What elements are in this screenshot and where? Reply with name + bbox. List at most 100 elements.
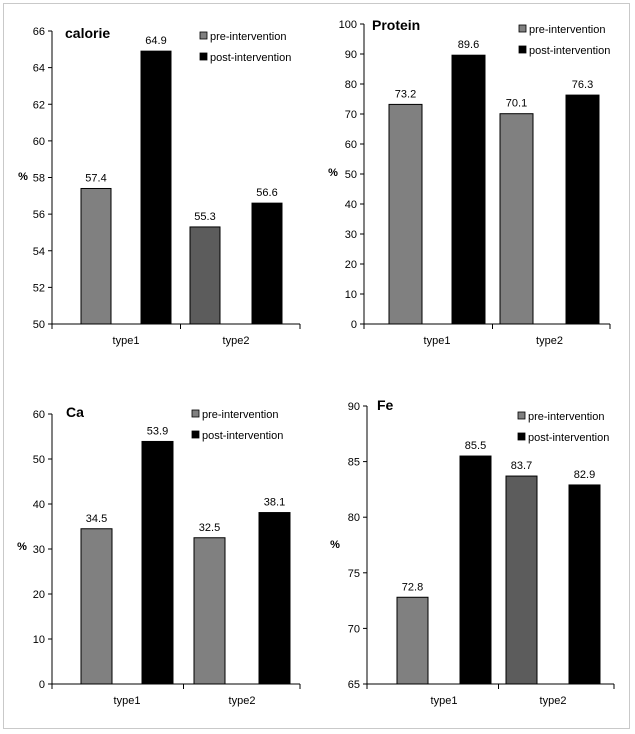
y-tick-label: 58 xyxy=(33,173,45,185)
data-label: 56.6 xyxy=(256,187,277,199)
data-label: 70.1 xyxy=(506,98,527,110)
legend-label: post-intervention xyxy=(202,430,283,442)
legend-swatch xyxy=(517,432,526,441)
legend-swatch xyxy=(191,430,200,439)
y-tick-label: 52 xyxy=(33,282,45,294)
data-label: 73.2 xyxy=(395,88,416,100)
legend-swatch xyxy=(199,52,208,61)
y-tick-label: 85 xyxy=(348,457,360,469)
y-tick-label: 60 xyxy=(33,409,45,421)
bar-post-type2 xyxy=(568,484,601,685)
chart-title: calorie xyxy=(65,25,110,41)
legend-swatch xyxy=(518,45,527,54)
y-tick-label: 90 xyxy=(348,401,360,413)
y-tick-label: 100 xyxy=(339,19,357,31)
y-tick-label: 50 xyxy=(33,319,45,331)
chart-title: Ca xyxy=(66,404,84,420)
y-tick-label: 50 xyxy=(345,169,357,181)
y-tick-label: 0 xyxy=(39,679,45,691)
legend-label: post-intervention xyxy=(528,432,609,444)
legend-swatch xyxy=(517,411,526,420)
y-tick-label: 60 xyxy=(33,136,45,148)
y-tick-label: 66 xyxy=(33,26,45,38)
chart-2: 0 10 20 30 40 50 60 70 80 90 100 73.2 89.6 type1 70.1 7… xyxy=(328,17,611,347)
bar-post-type2 xyxy=(251,202,283,325)
y-axis-label: % xyxy=(18,171,28,183)
bar-post-type1 xyxy=(459,455,492,685)
y-tick-label: 10 xyxy=(33,634,45,646)
bar-post-type1 xyxy=(451,54,486,325)
data-label: 38.1 xyxy=(264,497,285,509)
y-tick-label: 20 xyxy=(33,589,45,601)
y-tick-label: 50 xyxy=(33,454,45,466)
bar-post-type1 xyxy=(141,440,174,685)
bar-pre-type1 xyxy=(396,596,429,685)
bar-pre-type1 xyxy=(388,103,423,325)
legend-label: post-intervention xyxy=(210,52,291,64)
chart-1: 50 52 54 56 58 60 62 64 66 57.4 64.9 type1 55.3 56.6 t… xyxy=(18,25,301,347)
y-tick-label: 56 xyxy=(33,209,45,221)
y-tick-label: 0 xyxy=(351,319,357,331)
data-label: 83.7 xyxy=(511,460,532,472)
legend-swatch xyxy=(191,409,200,418)
y-tick-label: 65 xyxy=(348,679,360,691)
y-tick-label: 80 xyxy=(345,79,357,91)
data-label: 72.8 xyxy=(402,581,423,593)
bar-pre-type2 xyxy=(499,113,534,325)
figure-frame xyxy=(3,3,630,729)
chart-title: Fe xyxy=(377,397,394,413)
y-tick-label: 60 xyxy=(345,139,357,151)
bar-pre-type2 xyxy=(189,226,221,325)
bar-pre-type1 xyxy=(80,187,112,325)
y-tick-label: 80 xyxy=(348,512,360,524)
y-tick-label: 40 xyxy=(33,499,45,511)
y-tick-label: 30 xyxy=(345,229,357,241)
category-label: type2 xyxy=(229,695,256,707)
y-tick-label: 40 xyxy=(345,199,357,211)
data-label: 57.4 xyxy=(85,172,106,184)
y-axis-label: % xyxy=(330,539,340,551)
data-label: 55.3 xyxy=(194,211,215,223)
data-label: 34.5 xyxy=(86,513,107,525)
y-tick-label: 90 xyxy=(345,49,357,61)
category-label: type2 xyxy=(540,695,567,707)
legend-label: pre-intervention xyxy=(210,31,286,43)
legend-label: post-intervention xyxy=(529,45,610,57)
data-label: 32.5 xyxy=(199,522,220,534)
legend-label: pre-intervention xyxy=(202,409,278,421)
data-label: 64.9 xyxy=(145,35,166,47)
y-tick-label: 20 xyxy=(345,259,357,271)
y-tick-label: 64 xyxy=(33,63,45,75)
data-label: 85.5 xyxy=(465,440,486,452)
y-tick-label: 70 xyxy=(348,623,360,635)
chart-4: 65 70 75 80 85 90 72.8 85.5 type1 83.7 82.9 type2 Fe… xyxy=(330,397,615,707)
y-axis-label: % xyxy=(17,541,27,553)
category-label: type2 xyxy=(536,335,563,347)
chart-title: Protein xyxy=(372,17,420,33)
y-tick-label: 10 xyxy=(345,289,357,301)
data-label: 89.6 xyxy=(458,39,479,51)
category-label: type2 xyxy=(223,335,250,347)
bar-post-type1 xyxy=(140,50,172,325)
legend-swatch xyxy=(518,24,527,33)
y-tick-label: 30 xyxy=(33,544,45,556)
legend-label: pre-intervention xyxy=(529,24,605,36)
legend-label: pre-intervention xyxy=(528,411,604,423)
legend-swatch xyxy=(199,31,208,40)
chart-3: 0 10 20 30 40 50 60 34.5 53.9 type1 32.5 38.1 type2 C… xyxy=(17,404,301,707)
bar-post-type2 xyxy=(565,94,600,325)
category-label: type1 xyxy=(424,335,451,347)
category-label: type1 xyxy=(114,695,141,707)
data-label: 76.3 xyxy=(572,79,593,91)
category-label: type1 xyxy=(431,695,458,707)
y-tick-label: 70 xyxy=(345,109,357,121)
y-axis-label: % xyxy=(328,167,338,179)
y-tick-label: 54 xyxy=(33,246,45,258)
bar-pre-type1 xyxy=(80,528,113,685)
y-tick-label: 62 xyxy=(33,99,45,111)
category-label: type1 xyxy=(113,335,140,347)
bar-post-type2 xyxy=(258,512,291,685)
y-tick-label: 75 xyxy=(348,568,360,580)
bar-pre-type2 xyxy=(505,475,538,685)
